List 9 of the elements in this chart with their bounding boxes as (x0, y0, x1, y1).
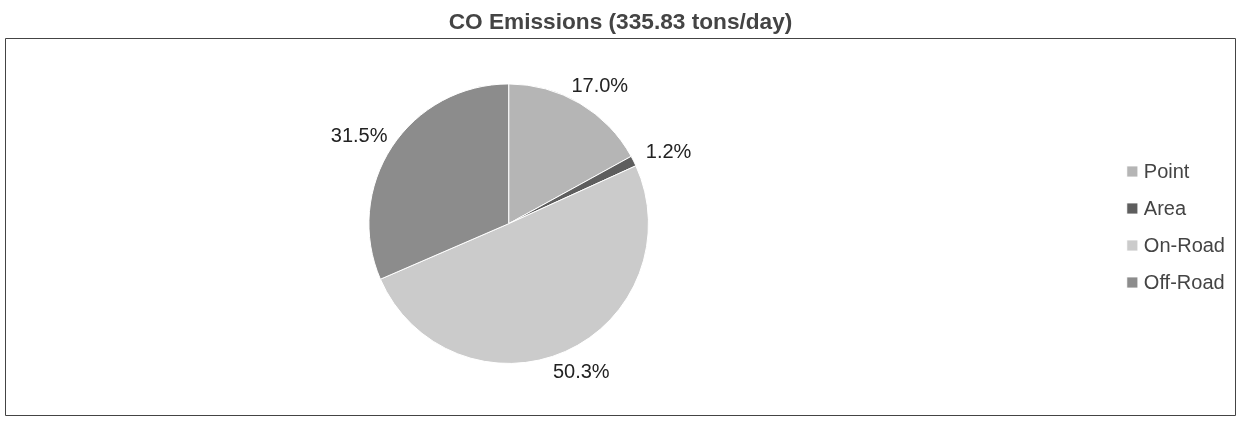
data-label: 1.2% (645, 140, 692, 163)
legend-label: Point (1143, 159, 1190, 183)
legend-label: Off-Road (1143, 270, 1225, 294)
legend-label: Area (1143, 196, 1187, 220)
data-label: 31.5% (330, 124, 388, 147)
legend-label: On-Road (1143, 233, 1225, 257)
data-label: 50.3% (552, 360, 610, 383)
data-label: 17.0% (571, 73, 629, 96)
chart-title: CO Emissions (335.83 tons/day) (448, 7, 793, 34)
